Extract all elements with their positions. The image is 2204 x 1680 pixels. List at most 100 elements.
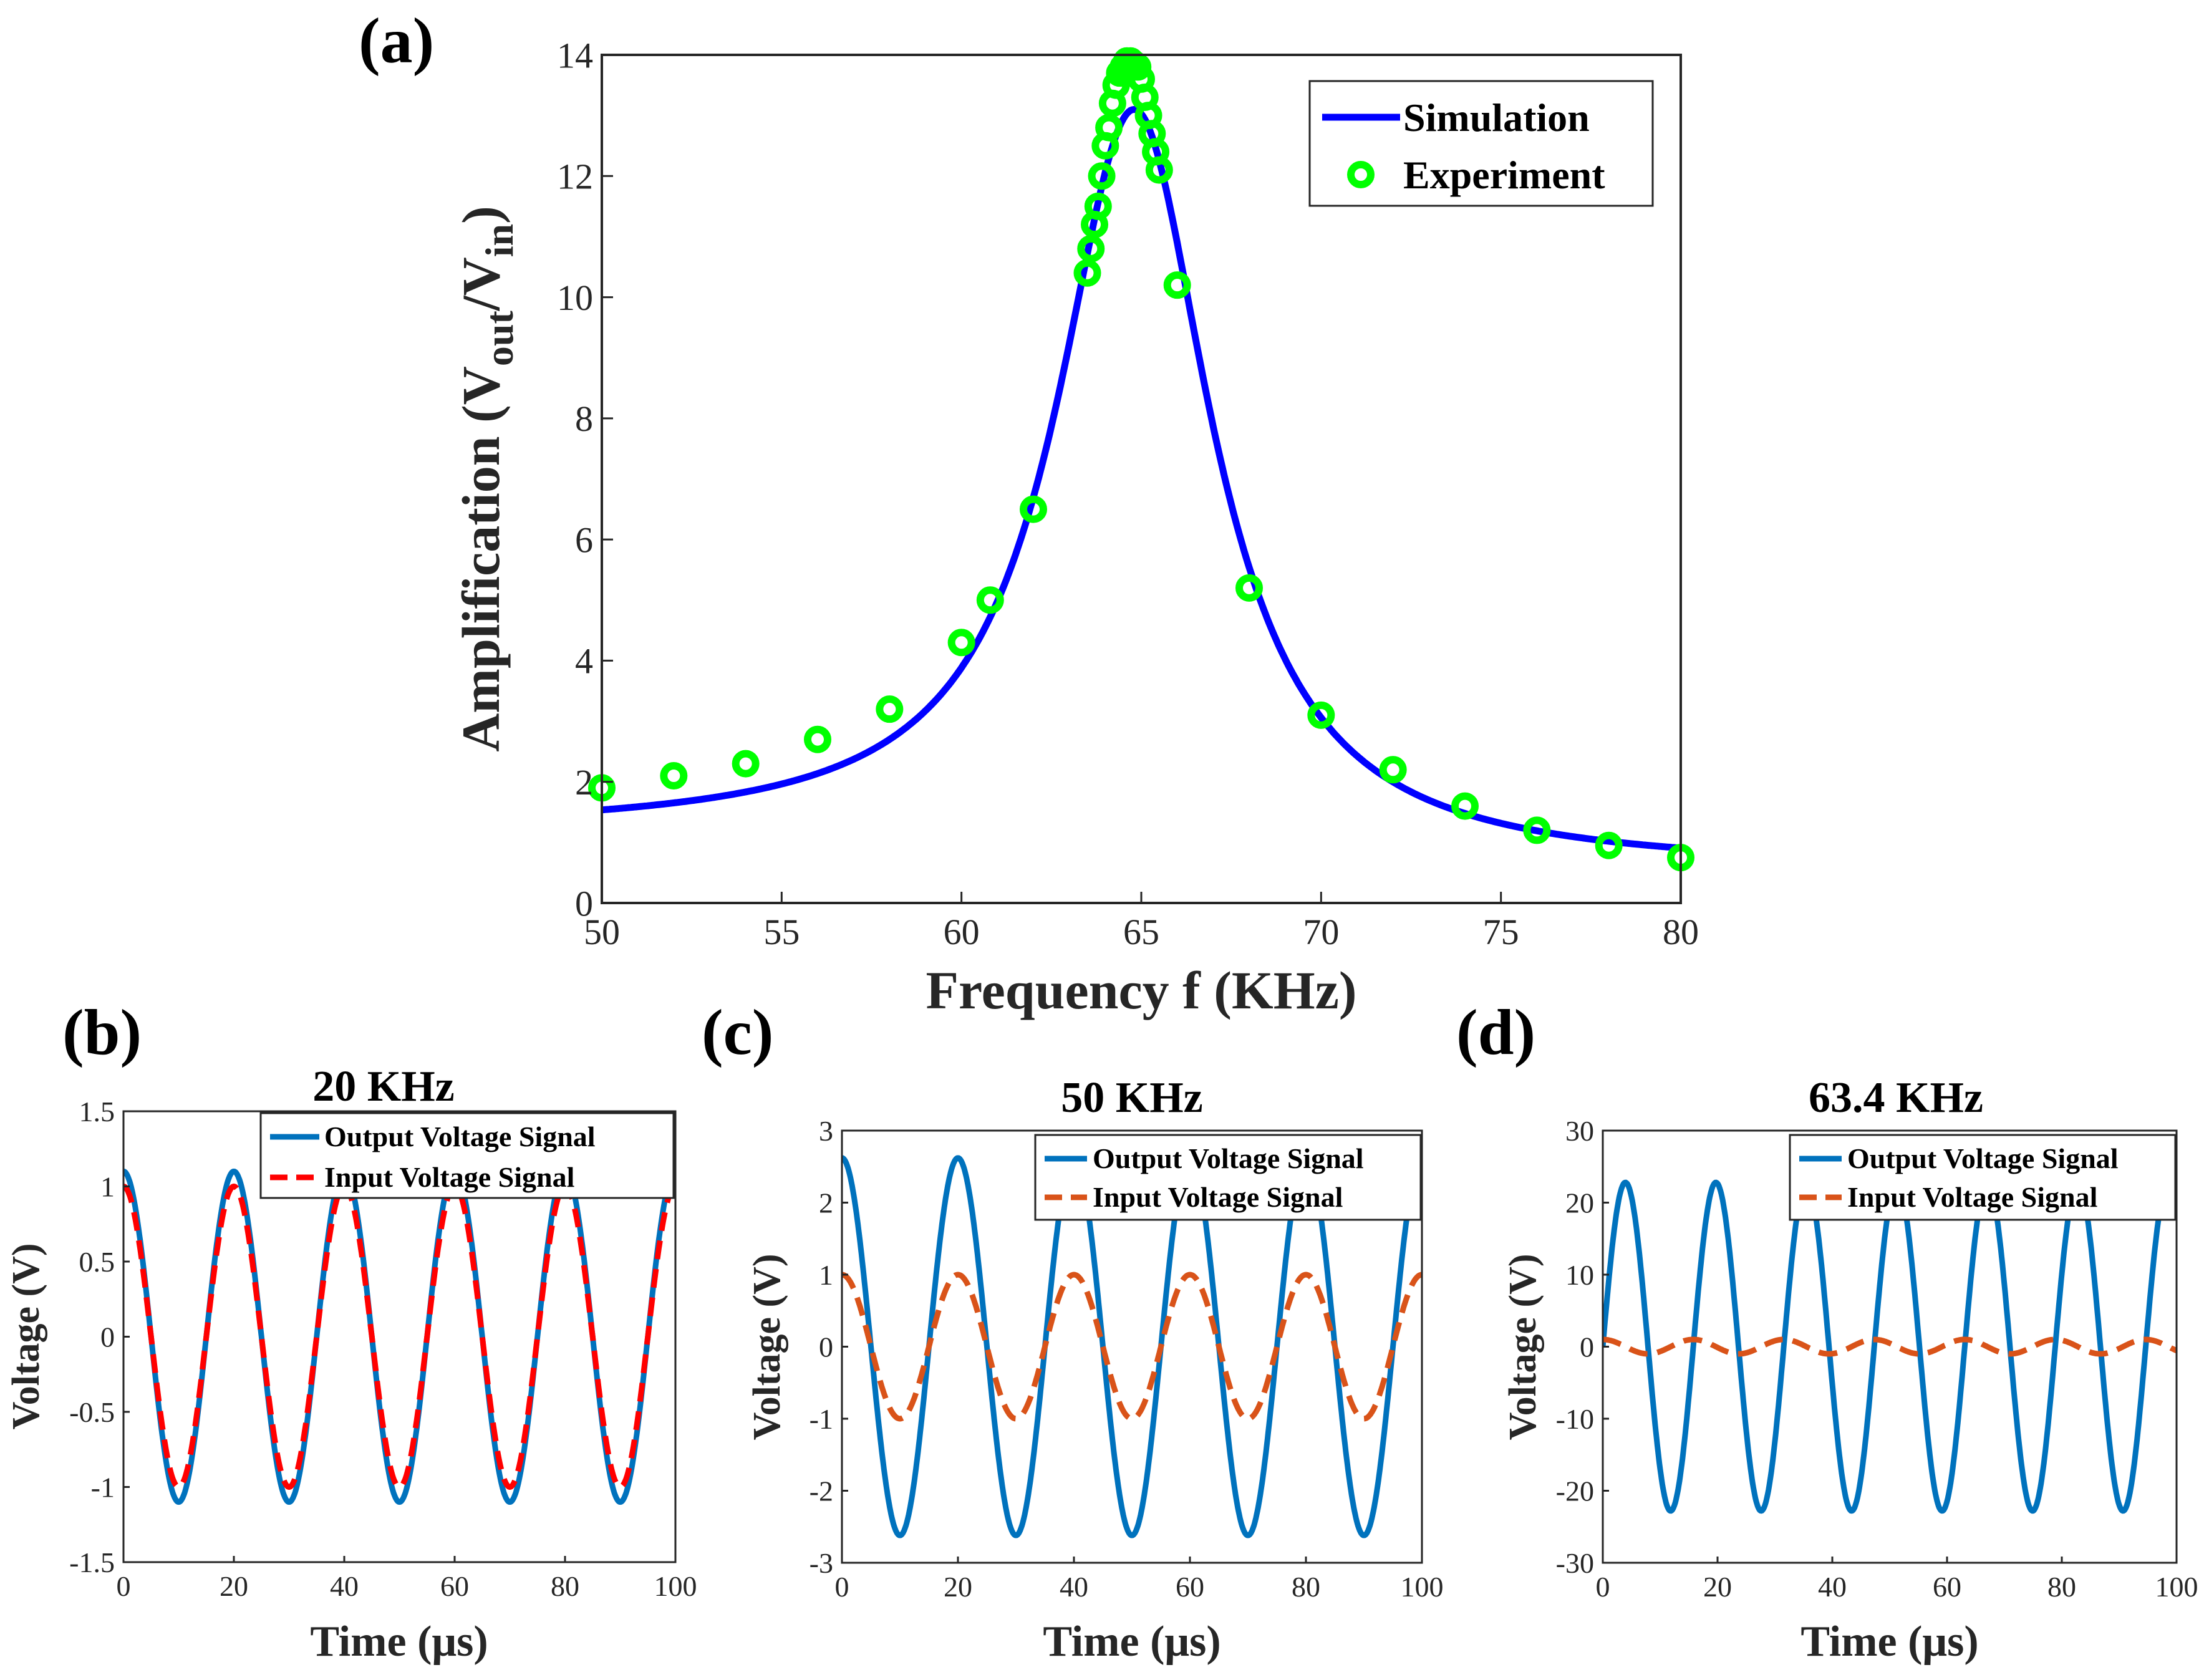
legend-experiment-label: Experiment (1403, 153, 1605, 197)
panel-c-y-axis-label: Voltage (V) (746, 1253, 788, 1440)
y-tick-label: 0.5 (79, 1246, 115, 1278)
x-tick-label: 40 (330, 1570, 359, 1602)
panel-b-plot-area (123, 1168, 675, 1505)
y-tick-label: 8 (575, 398, 593, 439)
x-tick-label: 55 (763, 912, 800, 952)
x-tick-label: 60 (1176, 1571, 1204, 1603)
x-tick-label: 20 (944, 1571, 972, 1603)
panel-d-legend: Output Voltage Signal Input Voltage Sign… (1789, 1134, 2177, 1221)
panel-a-x-axis-label: Frequency f (KHz) (926, 960, 1356, 1020)
legend-experiment-marker (1347, 161, 1375, 188)
experiment-point (660, 762, 688, 789)
legend-output-label: Output Voltage Signal (324, 1121, 596, 1152)
y-tick-label: 0 (575, 883, 593, 924)
panel-a-y-axis-label: Amplification (Vout/Vin) (451, 206, 521, 752)
experiment-point (976, 586, 1004, 614)
panel-a-y-ticks: 0 2 4 6 8 10 12 14 (557, 35, 613, 924)
legend-input-label: Input Voltage Signal (1093, 1181, 1343, 1213)
experiment-point (1163, 271, 1191, 299)
x-tick-label: 100 (654, 1570, 697, 1602)
legend-box (1034, 1134, 1422, 1221)
x-tick-label: 80 (551, 1570, 579, 1602)
experiment-point (1235, 574, 1263, 602)
y-label-sub-in: in (477, 224, 521, 257)
experiment-point (1077, 234, 1105, 263)
panel-c-x-ticks: 0 20 40 60 80 100 (835, 1557, 1444, 1603)
y-tick-label: 2 (819, 1187, 833, 1219)
x-tick-label: 80 (2047, 1571, 2076, 1603)
y-tick-label: -0.5 (69, 1396, 115, 1428)
panel-a-x-ticks: 50 55 60 65 70 75 80 (584, 892, 1699, 952)
y-tick-label: 30 (1565, 1115, 1594, 1147)
y-tick-label: -20 (1556, 1475, 1594, 1507)
y-label-main: Amplification (V (451, 366, 511, 752)
x-tick-label: 20 (220, 1570, 248, 1602)
legend-box (259, 1112, 675, 1199)
x-tick-label: 100 (2155, 1571, 2198, 1603)
x-tick-label: 0 (117, 1570, 131, 1602)
legend-box (1789, 1134, 2177, 1221)
panel-b-x-axis-label: Time (μs) (310, 1618, 488, 1666)
experiment-point (947, 629, 975, 657)
panel-b: (b) 20 KHz 0 20 40 60 80 100 -1.5 -1 -0.5 0 0.5 1 1… (5, 997, 697, 1666)
panel-b-label: (b) (62, 997, 142, 1068)
experiment-point (1595, 831, 1623, 859)
experiment-point (1379, 756, 1407, 784)
y-tick-label: -1 (810, 1403, 833, 1435)
panel-b-y-axis-label: Voltage (V) (5, 1243, 47, 1429)
y-tick-label: -3 (810, 1547, 833, 1579)
y-tick-label: 2 (575, 762, 593, 803)
y-tick-label: 1 (819, 1259, 833, 1291)
y-label-end: ) (451, 206, 511, 224)
y-tick-label: -30 (1556, 1547, 1594, 1579)
panel-d: (d) 63.4 KHz 0 20 40 60 80 100 -30 -20 -10 0 10 20… (1456, 997, 2198, 1666)
panel-c-y-ticks: -3 -2 -1 0 1 2 3 (810, 1115, 848, 1579)
y-tick-label: -1 (91, 1472, 115, 1504)
y-tick-label: 12 (557, 157, 593, 197)
x-tick-label: 60 (1933, 1571, 1961, 1603)
panel-d-title: 63.4 KHz (1809, 1074, 1983, 1122)
y-tick-label: 6 (575, 519, 593, 560)
x-tick-label: 70 (1303, 912, 1339, 952)
x-tick-label: 50 (584, 912, 620, 952)
legend-input-label: Input Voltage Signal (324, 1161, 574, 1193)
experiment-point (732, 750, 760, 778)
panel-c: (c) 50 KHz 0 20 40 60 80 100 -3 -2 -1 0 1 2 3 Time … (702, 997, 1444, 1666)
y-tick-label: 10 (557, 278, 593, 318)
panel-a-label: (a) (359, 5, 434, 77)
panel-b-legend: Output Voltage Signal Input Voltage Sign… (259, 1112, 675, 1199)
y-tick-label: -10 (1556, 1403, 1594, 1435)
legend-output-label: Output Voltage Signal (1093, 1142, 1364, 1174)
y-tick-label: -1.5 (69, 1547, 115, 1578)
legend-simulation-label: Simulation (1403, 95, 1590, 140)
panel-b-y-ticks: -1.5 -1 -0.5 0 0.5 1 1.5 (69, 1096, 130, 1578)
input-voltage-curve (842, 1272, 1422, 1422)
y-tick-label: 0 (819, 1331, 833, 1363)
panel-c-x-axis-label: Time (μs) (1043, 1618, 1220, 1666)
x-tick-label: 65 (1123, 912, 1159, 952)
panel-c-label: (c) (702, 997, 773, 1068)
experiment-point (1523, 816, 1551, 844)
panel-b-title: 20 KHz (312, 1063, 454, 1111)
y-tick-label: 14 (557, 35, 593, 75)
x-tick-label: 60 (944, 912, 980, 952)
legend-output-label: Output Voltage Signal (1847, 1142, 2119, 1174)
experiment-point (1088, 162, 1116, 190)
input-voltage-curve (1603, 1336, 2177, 1357)
x-tick-label: 60 (440, 1570, 469, 1602)
output-voltage-curve (842, 1155, 1422, 1538)
x-tick-label: 40 (1060, 1571, 1088, 1603)
experiment-point (804, 725, 831, 753)
panel-d-y-axis-label: Voltage (V) (1502, 1253, 1544, 1440)
panel-b-x-ticks: 0 20 40 60 80 100 (117, 1556, 697, 1602)
y-label-sub-out: out (477, 311, 521, 367)
x-tick-label: 40 (1818, 1571, 1847, 1603)
y-label-mid: /V (451, 257, 511, 311)
y-tick-label: 3 (819, 1115, 833, 1147)
x-tick-label: 20 (1703, 1571, 1732, 1603)
x-tick-label: 0 (835, 1571, 849, 1603)
panel-a: (a) 50 55 60 65 70 75 80 0 2 4 6 8 10 12 14 Frequency… (359, 5, 1699, 1020)
experiment-point (876, 695, 904, 723)
y-tick-label: 1.5 (79, 1096, 115, 1127)
